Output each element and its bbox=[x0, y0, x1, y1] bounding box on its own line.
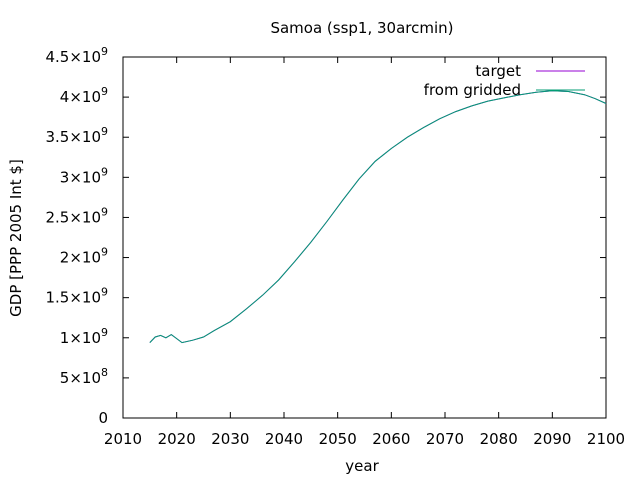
x-axis-title: year bbox=[345, 457, 379, 475]
x-tick-label: 2080 bbox=[480, 430, 518, 448]
x-tick-label: 2040 bbox=[265, 430, 303, 448]
y-tick-mantissa: 2.5×10 bbox=[45, 208, 101, 226]
x-tick-label: 2010 bbox=[104, 430, 142, 448]
x-tick-label: 2070 bbox=[426, 430, 464, 448]
y-tick-label: 4×109 bbox=[60, 85, 108, 106]
y-tick-mantissa: 2×10 bbox=[60, 249, 101, 267]
y-tick-label: 3.5×109 bbox=[45, 125, 108, 146]
y-tick-exponent: 9 bbox=[101, 85, 108, 98]
y-tick-exponent: 9 bbox=[101, 246, 108, 259]
y-axis: 05×1081×1091.5×1092×1092.5×1093×1093.5×1… bbox=[45, 45, 606, 427]
y-tick-label: 5×108 bbox=[60, 366, 108, 387]
y-tick-mantissa: 4.5×10 bbox=[45, 48, 101, 66]
y-tick-label: 2.5×109 bbox=[45, 205, 108, 226]
y-tick-mantissa: 3×10 bbox=[60, 168, 101, 186]
plot-frame bbox=[122, 56, 607, 419]
series-line-0 bbox=[149, 90, 607, 344]
chart-title: Samoa (ssp1, 30arcmin) bbox=[270, 19, 453, 37]
y-tick-mantissa: 1×10 bbox=[60, 329, 101, 347]
legend-label: target bbox=[475, 62, 521, 80]
x-tick-label: 2060 bbox=[372, 430, 410, 448]
y-tick-label: 0 bbox=[98, 409, 108, 427]
y-tick-exponent: 9 bbox=[101, 45, 108, 58]
y-tick-exponent: 9 bbox=[101, 165, 108, 178]
y-tick-label: 2×109 bbox=[60, 246, 108, 267]
series-line-1 bbox=[149, 90, 607, 344]
y-tick-label: 3×109 bbox=[60, 165, 108, 186]
x-tick-label: 2030 bbox=[211, 430, 249, 448]
legend-label: from gridded bbox=[424, 81, 521, 99]
y-tick-exponent: 8 bbox=[101, 366, 108, 379]
y-tick-mantissa: 4×10 bbox=[60, 88, 101, 106]
y-tick-mantissa: 0 bbox=[98, 409, 108, 427]
y-tick-exponent: 9 bbox=[101, 125, 108, 138]
y-tick-label: 4.5×109 bbox=[45, 45, 108, 66]
x-tick-label: 2100 bbox=[587, 430, 625, 448]
y-tick-mantissa: 3.5×10 bbox=[45, 128, 101, 146]
y-tick-label: 1.5×109 bbox=[45, 286, 108, 307]
y-tick-exponent: 9 bbox=[101, 326, 108, 339]
x-tick-label: 2050 bbox=[319, 430, 357, 448]
y-tick-mantissa: 1.5×10 bbox=[45, 289, 101, 307]
y-axis-title: GDP [PPP 2005 Int $] bbox=[7, 159, 25, 317]
y-tick-mantissa: 5×10 bbox=[60, 369, 101, 387]
x-axis: 2010 2020 2030 2040 2050 2060 2070 2080 2090 2100 bbox=[104, 57, 625, 448]
y-tick-exponent: 9 bbox=[101, 205, 108, 218]
y-tick-exponent: 9 bbox=[101, 286, 108, 299]
series-lines bbox=[149, 90, 607, 344]
plot-border bbox=[122, 56, 607, 419]
x-tick-label: 2020 bbox=[158, 430, 196, 448]
x-tick-label: 2090 bbox=[533, 430, 571, 448]
y-tick-label: 1×109 bbox=[60, 326, 108, 347]
